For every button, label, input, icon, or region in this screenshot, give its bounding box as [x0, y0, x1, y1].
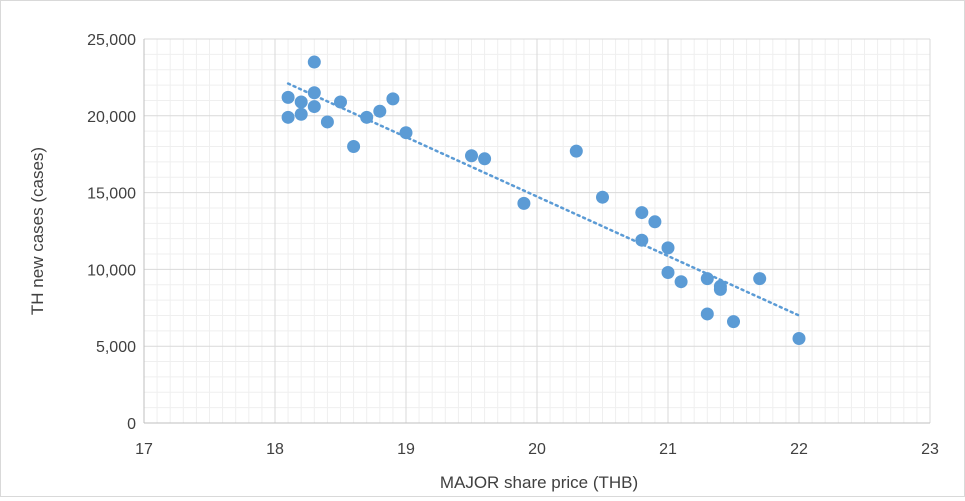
- data-point: [661, 241, 675, 255]
- x-tick-label: 20: [528, 441, 546, 458]
- data-point: [465, 149, 478, 163]
- data-point: [478, 152, 492, 166]
- y-tick-label: 5,000: [96, 339, 136, 356]
- trendline: [286, 82, 801, 317]
- x-tick-label: 18: [266, 441, 284, 458]
- data-point: [713, 282, 727, 296]
- y-axis-title: TH new cases (cases): [28, 147, 47, 315]
- data-point: [792, 332, 806, 346]
- x-tick-labels: 17 18 19 20 21 22 23: [135, 441, 939, 458]
- y-tick-labels: 0 5,000 10,000 15,000 20,000 25,000: [87, 32, 136, 433]
- y-tick-label: 0: [127, 416, 136, 433]
- y-tick-label: 10,000: [87, 262, 136, 279]
- x-axis-title: MAJOR share price (THB): [440, 473, 638, 492]
- data-point: [648, 215, 662, 229]
- data-point: [635, 206, 649, 220]
- x-tick-label: 22: [790, 441, 808, 458]
- data-point: [661, 265, 675, 279]
- x-tick-label: 23: [921, 441, 939, 458]
- data-point: [320, 115, 334, 129]
- y-tick-label: 20,000: [87, 109, 136, 126]
- data-points: [281, 55, 806, 346]
- x-tick-label: 19: [397, 441, 415, 458]
- data-point: [596, 190, 609, 204]
- data-point: [281, 90, 295, 104]
- data-point: [399, 126, 413, 140]
- data-point: [281, 110, 295, 124]
- data-point: [334, 95, 347, 109]
- data-point: [307, 55, 321, 69]
- data-point: [635, 233, 649, 247]
- y-tick-label: 15,000: [87, 186, 136, 203]
- data-point: [307, 100, 321, 114]
- data-point: [294, 95, 308, 109]
- data-point: [294, 107, 308, 121]
- data-point: [373, 104, 387, 118]
- data-point: [727, 315, 740, 329]
- data-point: [307, 86, 321, 100]
- trendline-group: [286, 82, 801, 317]
- axes: [143, 39, 930, 424]
- x-tick-label: 21: [659, 441, 677, 458]
- data-point: [700, 307, 714, 321]
- data-point: [753, 272, 767, 286]
- data-point: [569, 144, 583, 158]
- data-point: [700, 272, 714, 286]
- data-point: [386, 92, 400, 106]
- x-tick-label: 17: [135, 441, 153, 458]
- data-point: [517, 196, 531, 210]
- data-point: [674, 275, 688, 289]
- data-point: [347, 140, 361, 154]
- y-tick-label: 25,000: [87, 32, 136, 49]
- data-point: [360, 110, 374, 124]
